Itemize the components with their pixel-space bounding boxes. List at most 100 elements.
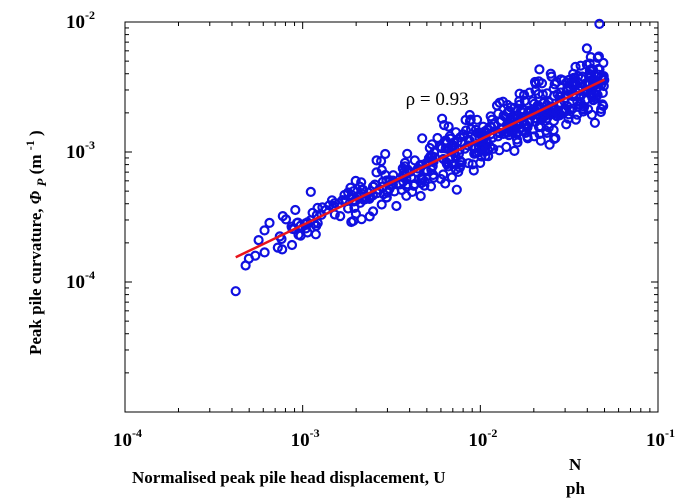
- data-point: [528, 124, 539, 135]
- data-point: [589, 117, 601, 128]
- data-point: [468, 165, 479, 176]
- data-point: [293, 229, 304, 240]
- x-tick-label: 10-2: [468, 426, 497, 451]
- data-point: [572, 70, 584, 82]
- data-point: [230, 286, 241, 297]
- data-point: [568, 80, 579, 91]
- data-point: [335, 211, 346, 222]
- data-point: [593, 63, 604, 75]
- data-point: [443, 161, 454, 172]
- data-point: [587, 91, 598, 102]
- data-point: [415, 190, 426, 202]
- data-point: [551, 107, 562, 118]
- data-point: [593, 51, 605, 62]
- y-axis-label-prefix: Peak pile curvature,: [26, 204, 45, 355]
- y-tick-label-base: 10: [66, 12, 85, 33]
- data-point: [561, 119, 572, 130]
- x-axis-label-subscript: ph: [566, 479, 585, 498]
- data-point: [356, 177, 367, 188]
- y-tick-label-base: 10: [66, 142, 85, 163]
- data-point: [530, 78, 541, 90]
- data-point: [522, 133, 533, 144]
- data-point: [511, 134, 523, 145]
- data-point: [401, 190, 412, 201]
- data-point: [302, 217, 313, 228]
- fit-line: [235, 78, 606, 259]
- y-tick-label: 10-3: [66, 138, 95, 163]
- data-point: [290, 204, 301, 216]
- data-point: [518, 107, 529, 118]
- data-point: [394, 179, 406, 190]
- fit-line-layer: [235, 78, 606, 259]
- data-point: [432, 132, 443, 144]
- data-point: [437, 113, 448, 124]
- data-point: [429, 147, 440, 158]
- axis-ticks: 10-4 10-3 10-2 10-110-410-310-2: [66, 8, 675, 451]
- data-point: [524, 116, 535, 127]
- data-point: [426, 164, 437, 175]
- data-point: [348, 186, 359, 197]
- data-point: [546, 71, 557, 82]
- data-point: [505, 102, 516, 113]
- data-point: [368, 206, 379, 217]
- x-tick-label-exponent: -2: [487, 426, 497, 440]
- data-point: [497, 96, 509, 107]
- x-tick-label-base: 10: [291, 430, 310, 451]
- data-point: [539, 96, 550, 107]
- data-point: [389, 186, 400, 197]
- data-point: [451, 184, 462, 195]
- data-point: [302, 227, 313, 238]
- data-point: [581, 59, 593, 70]
- data-point: [425, 181, 437, 192]
- y-axis-label-unit-exp: -1: [23, 140, 37, 150]
- correlation-annotation: ρ = 0.93: [406, 89, 469, 110]
- x-tick-label-base: 10: [468, 430, 487, 451]
- data-point: [250, 250, 261, 261]
- data-point: [582, 104, 594, 115]
- data-point: [456, 137, 467, 148]
- data-point: [514, 95, 525, 107]
- data-point: [286, 239, 298, 251]
- x-axis-label-superscript: N: [569, 455, 582, 474]
- data-point: [475, 157, 486, 169]
- data-point: [540, 125, 552, 136]
- data-point: [520, 127, 531, 138]
- data-point: [380, 148, 391, 160]
- y-axis-label-unit-close: ): [26, 130, 45, 136]
- data-point: [460, 125, 472, 136]
- data-point: [376, 156, 387, 167]
- data-point: [535, 135, 546, 146]
- data-point: [381, 192, 392, 203]
- data-point: [443, 121, 454, 132]
- data-point: [595, 103, 607, 115]
- data-point: [563, 113, 574, 124]
- y-axis-label-symbol: Φ: [26, 190, 45, 204]
- y-tick-label-exponent: -3: [85, 138, 95, 152]
- data-point: [446, 172, 457, 183]
- data-point: [348, 215, 359, 226]
- data-point: [277, 244, 288, 255]
- x-tick-label: 10-3: [291, 426, 320, 451]
- data-point: [570, 61, 581, 72]
- data-point: [439, 137, 450, 148]
- data-point: [550, 133, 561, 144]
- data-points: [230, 18, 610, 297]
- data-point: [253, 235, 264, 246]
- x-tick-label-base: 10: [646, 430, 665, 451]
- data-point: [522, 122, 533, 133]
- y-tick-label-exponent: -4: [85, 268, 95, 282]
- data-point: [339, 189, 350, 201]
- data-point: [575, 60, 586, 71]
- y-axis-label-symbol-sub: P: [34, 178, 49, 187]
- x-tick-label-exponent: -4: [132, 426, 142, 440]
- data-point: [594, 18, 605, 29]
- data-point: [518, 89, 530, 101]
- data-point: [463, 158, 474, 169]
- data-point: [469, 148, 480, 159]
- data-point: [371, 167, 382, 178]
- data-point: [419, 180, 430, 191]
- data-point: [376, 199, 387, 210]
- data-point: [402, 148, 413, 159]
- data-point: [573, 101, 584, 112]
- data-point: [466, 124, 477, 135]
